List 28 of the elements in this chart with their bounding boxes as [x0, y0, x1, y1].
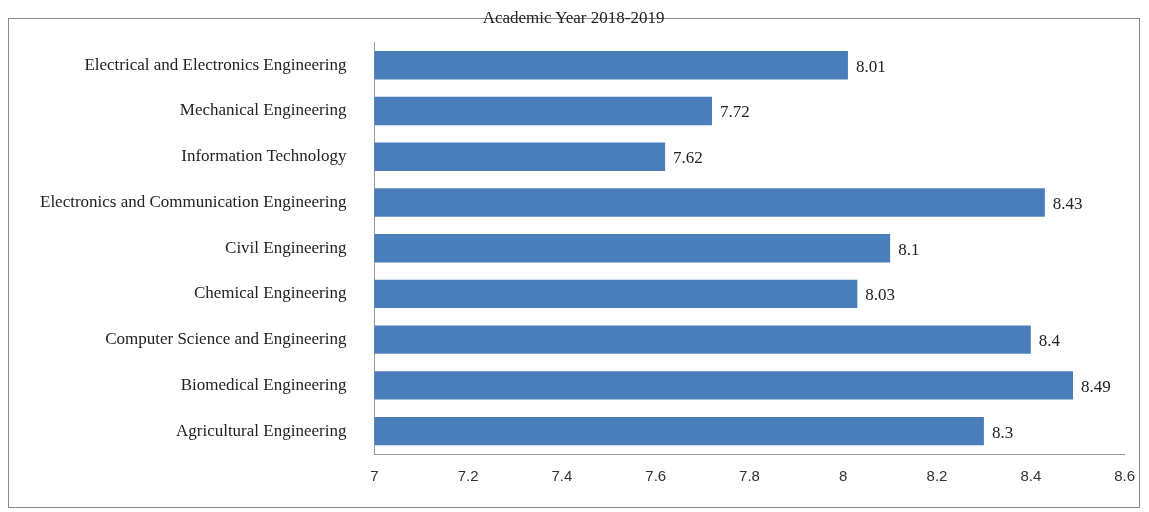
- y-tick-label: Agricultural Engineering: [175, 420, 347, 440]
- x-tick-label: 7: [370, 467, 379, 485]
- data-label: 8.1: [898, 239, 920, 259]
- x-tick-label: 7.8: [739, 467, 760, 485]
- y-tick-label: Electrical and Electronics Engineering: [84, 54, 347, 74]
- data-label: 8.43: [1052, 193, 1083, 213]
- data-label: 8.49: [1081, 376, 1111, 396]
- y-tick-label: Electronics and Communication Engineering: [40, 191, 347, 211]
- x-tick-label: 7.2: [457, 467, 479, 485]
- data-label: 8.3: [991, 422, 1014, 442]
- x-tick-label: 8.6: [1114, 467, 1135, 485]
- data-label: 8.4: [1038, 331, 1061, 351]
- data-label: 7.62: [673, 148, 703, 168]
- data-label: 8.01: [855, 56, 886, 76]
- y-tick-label: Civil Engineering: [225, 237, 347, 257]
- x-tick-label: 7.6: [645, 467, 667, 485]
- chart-title: Academic Year 2018-2019: [482, 7, 665, 27]
- y-tick-label: Information Technology: [181, 146, 347, 166]
- data-label: 7.72: [719, 102, 750, 122]
- y-tick-label: Computer Science and Engineering: [105, 329, 347, 349]
- data-label: 8.03: [865, 285, 896, 305]
- y-tick-label: Biomedical Engineering: [180, 374, 347, 394]
- y-tick-label: Chemical Engineering: [193, 283, 347, 303]
- x-tick-label: 7.4: [551, 467, 573, 485]
- y-tick-label: Mechanical Engineering: [179, 100, 347, 120]
- x-tick-label: 8: [839, 467, 848, 485]
- x-tick-label: 8.4: [1020, 467, 1042, 485]
- x-tick-label: 8.2: [926, 467, 948, 485]
